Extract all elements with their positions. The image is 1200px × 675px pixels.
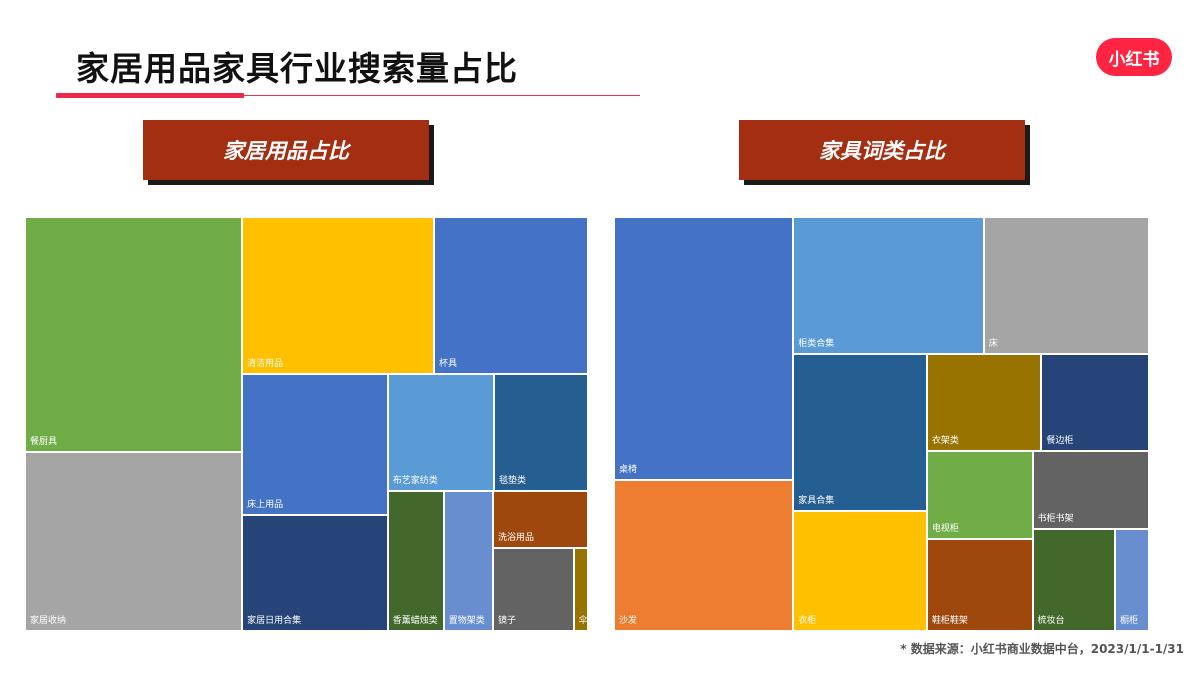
treemap-cell-label: 电视柜	[931, 523, 959, 534]
treemap-cell-label: 置物架类	[448, 615, 485, 626]
treemap-cell-label: 书柜书架	[1037, 513, 1074, 524]
treemap-cell-label: 家居收纳	[30, 615, 67, 626]
treemap-cell: 香薰蜡烛类	[387, 490, 444, 631]
xiaohongshu-logo: 小红书	[1096, 38, 1172, 76]
treemap-cell: 餐厨具	[25, 217, 243, 453]
treemap-cell: 洗浴用品	[492, 490, 588, 549]
treemap-cell: 伞	[573, 548, 588, 631]
title-divider	[56, 95, 640, 96]
treemap-cell: 衣架类	[926, 354, 1042, 451]
treemap-cell-label: 床上用品	[247, 499, 284, 510]
treemap-cell: 布艺家纺类	[387, 374, 494, 491]
treemap-cell: 家居日用合集	[242, 514, 388, 631]
treemap-cell-label: 清洁用品	[247, 359, 284, 370]
treemap-cell: 电视柜	[926, 450, 1033, 539]
treemap-cell-label: 杯具	[438, 359, 457, 370]
treemap-cell: 镜子	[492, 548, 574, 631]
treemap-cell: 鞋柜鞋架	[926, 538, 1033, 631]
treemap-cell-label: 鞋柜鞋架	[931, 615, 968, 626]
treemap-cell: 毯垫类	[493, 374, 588, 491]
treemap-cell: 置物架类	[443, 490, 493, 631]
treemap-cell-label: 衣架类	[931, 435, 959, 446]
treemap-furniture: 桌椅沙发 柜类合集 床家具合集衣柜 衣架类 餐边柜电视柜鞋柜鞋架 书柜书架梳妆台 橱柜	[614, 217, 1149, 631]
treemap-cell: 家居收纳	[25, 452, 243, 631]
treemap-cell: 家具合集	[793, 354, 927, 512]
treemap-cell-label: 餐边柜	[1046, 435, 1074, 446]
treemap-cell-label: 柜类合集	[798, 339, 835, 350]
treemap-cell: 杯具	[433, 217, 588, 375]
treemap-cell: 梳妆台	[1032, 528, 1116, 631]
treemap-cell: 床上用品	[242, 374, 388, 515]
treemap-cell-label: 家具合集	[798, 496, 835, 507]
treemap-cell: 橱柜	[1115, 528, 1149, 631]
treemap-cell: 桌椅	[614, 217, 794, 481]
treemap-cell-label: 梳妆台	[1037, 615, 1065, 626]
treemap-cell: 沙发	[614, 480, 794, 631]
treemap-cell-label: 布艺家纺类	[392, 475, 438, 486]
banner-home-goods-share: 家居用品占比	[143, 120, 429, 180]
treemap-home-goods: 餐厨具家居收纳 清洁用品 杯具床上用品家居日用合集 布艺家纺类 毯垫类香薰蜡烛类 置物架类…	[25, 217, 588, 631]
treemap-cell-label: 洗浴用品	[497, 533, 534, 544]
page-title: 家居用品家具行业搜索量占比	[76, 49, 518, 88]
treemap-cell-label: 家居日用合集	[247, 615, 302, 626]
treemap-cell-label: 餐厨具	[30, 437, 58, 448]
treemap-cell-label: 沙发	[619, 615, 638, 626]
treemap-cell: 书柜书架	[1032, 450, 1149, 529]
treemap-cell-label: 伞	[578, 615, 588, 626]
title-accent-bar	[56, 93, 244, 98]
treemap-cell-label: 镜子	[497, 615, 516, 626]
treemap-cell-label: 床	[988, 339, 998, 350]
treemap-cell: 衣柜	[793, 511, 927, 631]
treemap-cell-label: 香薰蜡烛类	[392, 615, 438, 626]
banner-furniture-share: 家具词类占比	[739, 120, 1025, 180]
treemap-cell: 餐边柜	[1041, 354, 1149, 451]
data-source-note: * 数据来源：小红书商业数据中台，2023/1/1-1/31	[900, 642, 1184, 656]
treemap-cell-label: 橱柜	[1120, 615, 1139, 626]
treemap-cell: 柜类合集	[793, 217, 984, 355]
treemap-cell: 清洁用品	[242, 217, 434, 375]
treemap-cell-label: 毯垫类	[498, 475, 526, 486]
treemap-cell-label: 桌椅	[619, 465, 638, 476]
treemap-cell: 床	[983, 217, 1149, 355]
treemap-cell-label: 衣柜	[798, 615, 817, 626]
